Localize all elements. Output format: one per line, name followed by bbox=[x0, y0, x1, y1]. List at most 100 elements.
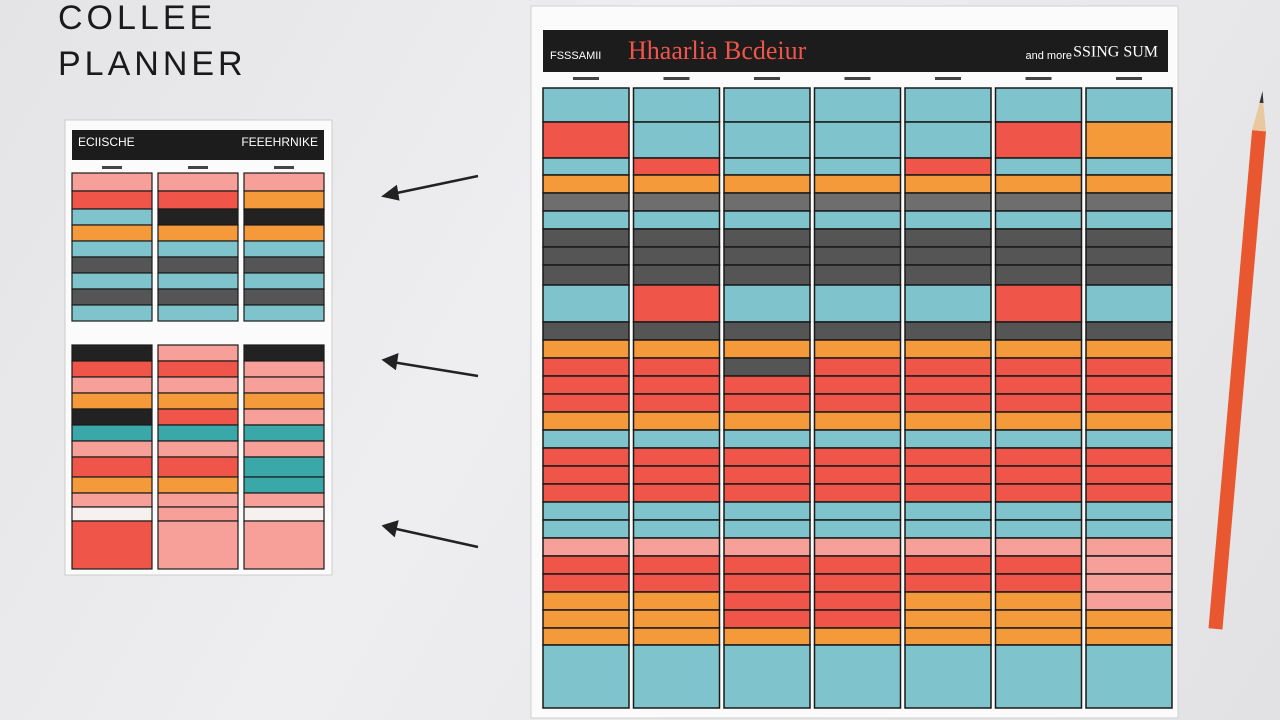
planner-cell bbox=[632, 192, 721, 212]
pencil bbox=[1208, 90, 1267, 630]
arrows bbox=[381, 174, 479, 549]
planner-cell bbox=[813, 210, 902, 230]
small-header-left: ECIISCHE bbox=[78, 135, 135, 149]
planner-cell bbox=[813, 264, 902, 286]
large-title: Hhaarlia Bcdeiur bbox=[628, 36, 807, 65]
planner-cell bbox=[723, 339, 811, 359]
planner-cell bbox=[813, 393, 902, 413]
planner-cell bbox=[813, 228, 902, 248]
planner-cell bbox=[994, 501, 1083, 521]
planner-cell bbox=[904, 519, 992, 539]
planner-cell bbox=[243, 506, 325, 522]
planner-cell bbox=[1085, 411, 1173, 431]
planner-cell bbox=[904, 393, 992, 413]
planner-cell bbox=[71, 224, 153, 242]
planner-cell bbox=[71, 304, 153, 322]
planner-cell bbox=[157, 224, 239, 242]
planner-cell bbox=[542, 339, 630, 359]
planner-cell bbox=[71, 240, 153, 258]
planner-cell bbox=[632, 591, 721, 611]
planner-cell bbox=[813, 429, 902, 449]
planner-cell bbox=[243, 476, 325, 494]
planner-cell bbox=[723, 501, 811, 521]
planner-cell bbox=[542, 264, 630, 286]
planner-cell bbox=[71, 440, 153, 458]
planner-cell bbox=[1085, 357, 1173, 377]
planner-cell bbox=[904, 609, 992, 629]
planner-cell bbox=[1085, 393, 1173, 413]
small-header-bar bbox=[72, 130, 324, 160]
planner-cell bbox=[904, 157, 992, 176]
planner-cell bbox=[542, 246, 630, 266]
column-header bbox=[754, 77, 780, 80]
planner-cell bbox=[994, 591, 1083, 611]
planner-cell bbox=[723, 429, 811, 449]
planner-cell bbox=[994, 447, 1083, 467]
large-header-bar bbox=[543, 30, 1168, 72]
planner-cell bbox=[813, 284, 902, 323]
planner-cell bbox=[723, 228, 811, 248]
planner-cell bbox=[243, 272, 325, 290]
planner-cell bbox=[71, 288, 153, 306]
arrow bbox=[391, 174, 479, 196]
planner-cell bbox=[723, 537, 811, 557]
planner-cell bbox=[813, 501, 902, 521]
planner-cell bbox=[243, 288, 325, 306]
planner-cell bbox=[813, 609, 902, 629]
planner-cell bbox=[632, 210, 721, 230]
planner-cell bbox=[632, 501, 721, 521]
planner-cell bbox=[904, 555, 992, 575]
planner-cell bbox=[994, 537, 1083, 557]
planner-cell bbox=[632, 357, 721, 377]
planner-cell bbox=[813, 519, 902, 539]
planner-cell bbox=[994, 192, 1083, 212]
planner-cell bbox=[632, 174, 721, 194]
planner-cell bbox=[723, 284, 811, 323]
planner-cell bbox=[243, 172, 325, 192]
planner-cell bbox=[632, 393, 721, 413]
planner-cell bbox=[994, 393, 1083, 413]
planner-cell bbox=[994, 174, 1083, 194]
planner-cell bbox=[542, 87, 630, 123]
planner-cell bbox=[904, 537, 992, 557]
planner-cell bbox=[157, 392, 239, 410]
planner-cell bbox=[994, 465, 1083, 485]
planner-cell bbox=[1085, 573, 1173, 593]
planner-cell bbox=[71, 256, 153, 274]
planner-cell bbox=[723, 357, 811, 377]
planner-cell bbox=[542, 501, 630, 521]
planner-cell bbox=[994, 483, 1083, 503]
planner-cell bbox=[157, 190, 239, 210]
planner-cell bbox=[723, 644, 811, 709]
planner-cell bbox=[723, 174, 811, 194]
planner-cell bbox=[1085, 246, 1173, 266]
planner-cell bbox=[813, 644, 902, 709]
planner-cell bbox=[813, 246, 902, 266]
planner-cell bbox=[904, 483, 992, 503]
planner-cell bbox=[723, 519, 811, 539]
planner-cell bbox=[813, 483, 902, 503]
planner-cell bbox=[1085, 501, 1173, 521]
column-header bbox=[935, 77, 961, 80]
planner-cell bbox=[813, 465, 902, 485]
planner-cell bbox=[71, 492, 153, 508]
planner-cell bbox=[723, 555, 811, 575]
planner-cell bbox=[632, 573, 721, 593]
planner-cell bbox=[632, 627, 721, 646]
planner-cell bbox=[632, 264, 721, 286]
planner-cell bbox=[157, 360, 239, 378]
planner-cell bbox=[632, 447, 721, 467]
planner-cell bbox=[157, 520, 239, 570]
column-header bbox=[188, 166, 208, 169]
planner-cell bbox=[542, 157, 630, 176]
planner-cell bbox=[994, 627, 1083, 646]
planner-cell bbox=[994, 375, 1083, 395]
planner-cell bbox=[813, 321, 902, 341]
small-grid bbox=[71, 166, 325, 570]
planner-cell bbox=[157, 172, 239, 192]
planner-cell bbox=[994, 264, 1083, 286]
planner-cell bbox=[723, 573, 811, 593]
planner-cell bbox=[542, 228, 630, 248]
planner-cell bbox=[632, 246, 721, 266]
planner-cell bbox=[813, 339, 902, 359]
